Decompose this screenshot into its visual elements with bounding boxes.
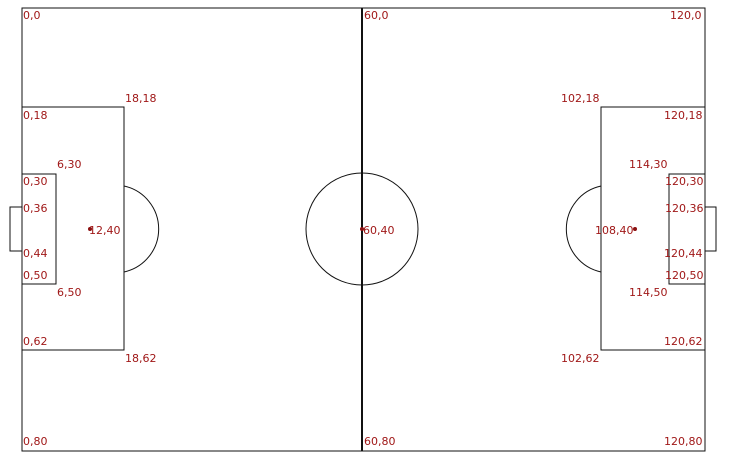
coord-label: 0,0	[23, 9, 41, 22]
coord-label: 0,62	[23, 335, 48, 348]
coord-label: 18,18	[125, 92, 157, 105]
coord-label: 120,30	[665, 175, 704, 188]
coord-label: 120,36	[665, 202, 704, 215]
coord-label: 120,50	[665, 269, 704, 282]
coord-label: 120,18	[664, 109, 703, 122]
coord-label: 114,30	[629, 158, 668, 171]
coord-label: 0,44	[23, 247, 48, 260]
coord-label: 0,50	[23, 269, 48, 282]
coord-label: 102,18	[561, 92, 600, 105]
coord-label: 120,44	[664, 247, 703, 260]
right-penalty-spot	[633, 227, 637, 231]
coord-label: 6,50	[57, 286, 82, 299]
coord-label: 60,80	[364, 435, 396, 448]
coord-label: 6,30	[57, 158, 82, 171]
left-goal	[9, 206, 23, 252]
coord-label: 120,80	[664, 435, 703, 448]
coord-label: 108,40	[595, 224, 634, 237]
coord-label: 102,62	[561, 352, 600, 365]
coord-label: 120,0	[670, 9, 702, 22]
coord-label: 60,0	[364, 9, 389, 22]
coord-label: 0,30	[23, 175, 48, 188]
left-six-yard-box	[21, 173, 57, 285]
right-six-yard-box	[668, 173, 706, 285]
coord-label: 120,62	[664, 335, 703, 348]
coord-label: 0,18	[23, 109, 48, 122]
right-penalty-arc	[565, 185, 602, 273]
center-spot	[360, 227, 364, 231]
left-penalty-spot	[88, 227, 92, 231]
coord-label: 60,40	[363, 224, 395, 237]
center-circle	[305, 172, 419, 286]
coord-label: 12,40	[89, 224, 121, 237]
coord-label: 114,50	[629, 286, 668, 299]
coord-label: 0,36	[23, 202, 48, 215]
coord-label: 0,80	[23, 435, 48, 448]
left-penalty-arc	[123, 185, 160, 273]
coord-label: 18,62	[125, 352, 157, 365]
right-goal	[704, 206, 717, 252]
